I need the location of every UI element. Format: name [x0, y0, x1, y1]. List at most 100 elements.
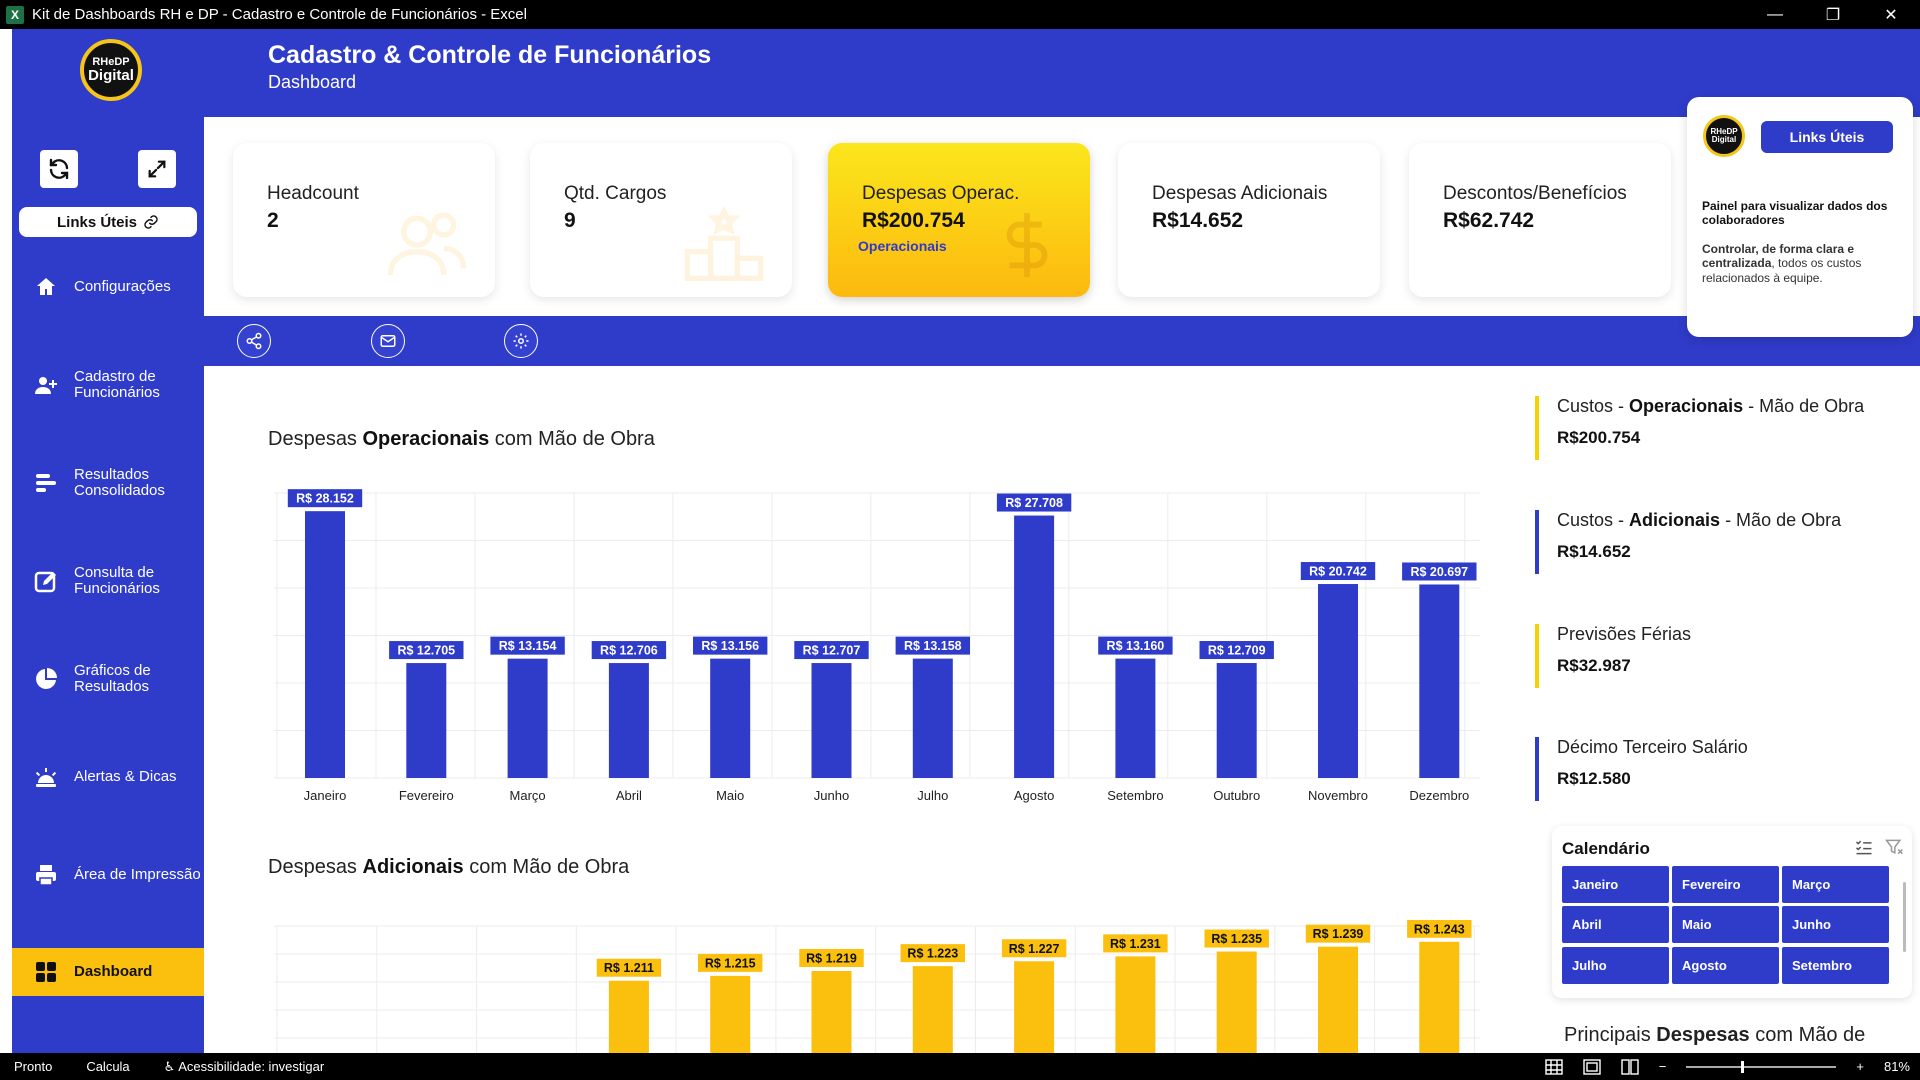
data-label: R$ 13.154	[499, 639, 557, 653]
zoom-in-button[interactable]: +	[1856, 1059, 1864, 1074]
multi-select-icon[interactable]	[1854, 837, 1874, 857]
cost-title-bold: Operacionais	[1629, 396, 1744, 416]
bar[interactable]	[710, 658, 751, 778]
page-layout-icon[interactable]	[1583, 1058, 1601, 1075]
bar[interactable]	[811, 663, 852, 778]
page-break-icon[interactable]	[1621, 1058, 1639, 1075]
email-button[interactable]	[371, 324, 405, 358]
kpi-despesas-adicionais: Despesas Adicionais R$14.652	[1118, 143, 1380, 297]
panel-logo: RHeDP Digital	[1703, 115, 1745, 157]
accessibility-status[interactable]: ♿ Acessibilidade: investigar	[163, 1058, 325, 1074]
month-junho[interactable]: Junho	[1782, 906, 1889, 943]
bar[interactable]	[1115, 658, 1156, 778]
clear-filter-icon[interactable]	[1884, 837, 1904, 857]
cost-title-part: - Mão de Obra	[1720, 510, 1842, 530]
cost-title-bold: Adicionais	[1629, 510, 1721, 530]
bar[interactable]	[912, 658, 953, 778]
data-label: R$ 1.231	[1110, 937, 1161, 951]
chart-adicionais-title: Despesas Adicionais com Mão de Obra	[268, 856, 629, 879]
kpi-label: Despesas Operac.	[862, 183, 1020, 204]
data-label-box	[693, 636, 768, 655]
link-icon	[144, 215, 158, 229]
bar[interactable]	[1014, 515, 1055, 778]
bar[interactable]	[1115, 956, 1156, 1053]
bar[interactable]	[305, 511, 345, 778]
title-bar: X Kit de Dashboards RH e DP - Cadastro e…	[0, 0, 1920, 29]
nav-consulta-funcionarios[interactable]: Consulta de Funcionários	[12, 551, 204, 611]
bar[interactable]	[912, 966, 953, 1053]
month-setembro[interactable]: Setembro	[1782, 947, 1889, 984]
panel-links-button[interactable]: Links Úteis	[1761, 121, 1893, 153]
cost-title-part: Custos -	[1557, 510, 1630, 530]
share-icon	[246, 332, 262, 350]
panel-logo-bottom: Digital	[1711, 135, 1737, 144]
month-marco[interactable]: Março	[1782, 866, 1889, 903]
zoom-level[interactable]: 81%	[1883, 1059, 1910, 1074]
bar[interactable]	[1419, 941, 1460, 1053]
month-agosto[interactable]: Agosto	[1672, 947, 1779, 984]
normal-view-icon[interactable]	[1545, 1058, 1563, 1075]
data-label: R$ 1.227	[1009, 942, 1060, 956]
month-abril[interactable]: Abril	[1562, 906, 1669, 943]
data-label-box	[389, 641, 464, 660]
bar[interactable]	[1014, 961, 1055, 1053]
gear-icon	[513, 333, 529, 349]
bar[interactable]	[710, 975, 751, 1053]
data-label: R$ 1.211	[604, 961, 654, 975]
bars-icon	[34, 471, 58, 495]
nav-alertas-dicas[interactable]: Alertas & Dicas	[12, 747, 204, 807]
bar[interactable]	[507, 658, 548, 778]
nav-resultados-consolidados[interactable]: Resultados Consolidados	[12, 453, 204, 513]
data-label-box	[1407, 920, 1472, 938]
data-label-box	[900, 944, 965, 963]
minimize-button[interactable]: —	[1767, 5, 1783, 23]
data-label: R$ 12.707	[803, 644, 861, 658]
close-button[interactable]: ✕	[1884, 6, 1898, 24]
nav-label: Resultados Consolidados	[74, 466, 165, 499]
kpi-value: R$14.652	[1152, 209, 1244, 232]
nav-dashboard[interactable]: Dashboard	[12, 948, 204, 996]
bar[interactable]	[811, 971, 852, 1053]
bar[interactable]	[1216, 663, 1257, 778]
nav-label: Consulta de Funcionários	[74, 564, 160, 597]
settings-button[interactable]	[504, 324, 538, 358]
title-part: Principais	[1564, 1024, 1657, 1046]
cost-value: R$200.754	[1557, 428, 1641, 447]
bar[interactable]	[1318, 584, 1358, 778]
brand-logo: RHeDP Digital	[80, 39, 142, 101]
bar[interactable]	[1419, 584, 1460, 778]
title-bold: Adicionais	[362, 856, 464, 878]
bar[interactable]	[608, 980, 649, 1053]
nav-area-impressao[interactable]: Área de Impressão	[12, 845, 204, 905]
month-julho[interactable]: Julho	[1562, 947, 1669, 984]
nav-cadastro-funcionarios[interactable]: Cadastro de Funcionários	[12, 355, 204, 415]
kpi-headcount: Headcount 2	[233, 143, 495, 297]
data-label-box	[996, 493, 1072, 512]
month-janeiro[interactable]: Janeiro	[1562, 866, 1669, 903]
bar[interactable]	[1318, 946, 1358, 1053]
info-panel: RHeDP Digital Links Úteis Painel para vi…	[1687, 97, 1913, 337]
bar[interactable]	[608, 663, 649, 778]
bar[interactable]	[1216, 951, 1257, 1053]
kpi-label: Headcount	[267, 183, 359, 204]
restore-button[interactable]: ❐	[1825, 6, 1841, 24]
bar[interactable]	[406, 663, 447, 778]
logo-text-top: RHeDP	[92, 56, 130, 68]
slicer-scrollbar[interactable]	[1903, 882, 1906, 952]
zoom-out-button[interactable]: −	[1658, 1059, 1667, 1074]
chart-operacionais: R$ 28.152 Janeiro R$ 12.705 Fevereiro R$ 13.…	[274, 489, 1480, 803]
refresh-button[interactable]	[40, 150, 78, 188]
month-maio[interactable]: Maio	[1672, 906, 1779, 943]
links-uteis-button[interactable]: Links Úteis	[19, 207, 197, 237]
sidebar: RHeDP Digital Links Úteis Configurações …	[12, 29, 204, 1053]
logo-text-bottom: Digital	[88, 67, 134, 84]
status-calc[interactable]: Calcula	[86, 1059, 130, 1074]
nav-configuracoes[interactable]: Configurações	[12, 257, 204, 317]
refresh-icon	[49, 158, 69, 180]
zoom-slider[interactable]	[1686, 1060, 1837, 1073]
share-button[interactable]	[237, 324, 271, 358]
nav-graficos-resultados[interactable]: Gráficos de Resultados	[12, 649, 204, 709]
kpi-value: 9	[564, 209, 576, 232]
month-fevereiro[interactable]: Fevereiro	[1672, 866, 1779, 903]
fullscreen-button[interactable]	[138, 150, 176, 188]
